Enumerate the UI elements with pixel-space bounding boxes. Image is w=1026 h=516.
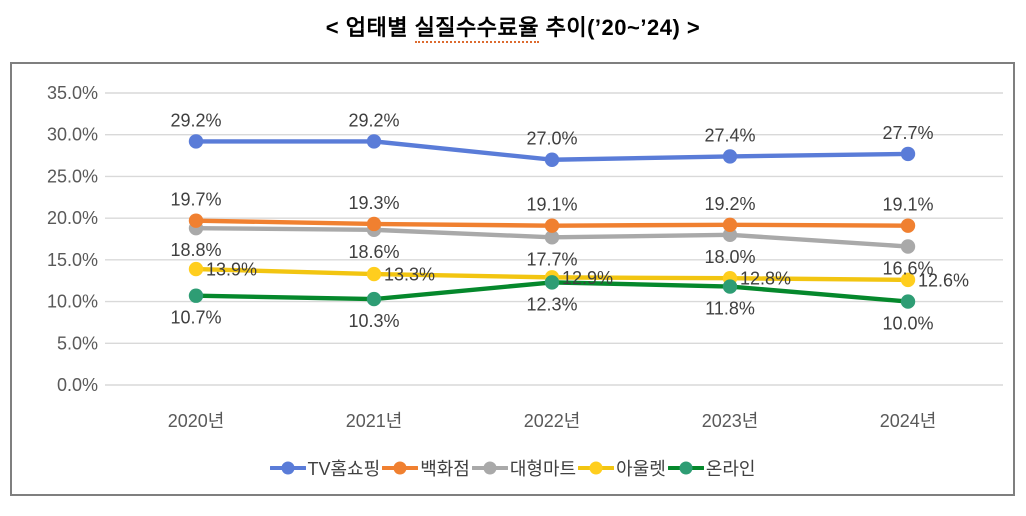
data-point-s1-x1 — [366, 216, 382, 232]
data-label-s2-x4: 16.6% — [882, 259, 933, 279]
data-point-s4-x2 — [544, 275, 560, 290]
chart-title-prefix: < 업태별 — [325, 15, 415, 40]
data-label-s2-x3: 18.0% — [704, 247, 755, 267]
chart-figure: 0.0% 5.0% 10.0% 15.0% 20.0% 25.0% 30.0% 35.0% 18… — [10, 62, 1015, 496]
data-point-s3-x0 — [188, 261, 204, 277]
data-point-s0-x0 — [188, 134, 204, 149]
legend-item-0: TV홈쇼핑 — [269, 455, 381, 481]
y-axis-tick-label: 20.0% — [47, 208, 98, 228]
data-point-s1-x3 — [722, 217, 738, 233]
data-label-s3-x0: 13.9% — [206, 260, 257, 280]
data-label-s0-x1: 29.2% — [348, 110, 399, 130]
data-point-s2-x2 — [544, 230, 560, 245]
legend-label: 온라인 — [705, 459, 756, 479]
x-axis-tick-label: 2023년 — [702, 411, 759, 431]
data-label-s1-x4: 19.1% — [882, 195, 933, 215]
y-axis-tick-label: 15.0% — [47, 250, 98, 270]
data-point-s4-x0 — [188, 288, 204, 303]
legend-item-1: 백화점 — [382, 455, 470, 481]
chart-plot-area: 0.0% 5.0% 10.0% 15.0% 20.0% 25.0% 30.0% 35.0% 18… — [47, 83, 1003, 431]
legend-label: 백화점 — [420, 459, 470, 479]
data-point-s3-x4 — [900, 272, 916, 288]
data-label-s3-x4: 12.6% — [918, 270, 969, 290]
data-label-s0-x0: 29.2% — [170, 110, 221, 130]
data-point-s3-x1 — [366, 266, 382, 282]
legend-label: 아울렛 — [616, 459, 666, 479]
data-point-s0-x4 — [900, 146, 916, 162]
x-axis-tick-label: 2024년 — [880, 411, 937, 431]
data-point-s4-x3 — [722, 279, 738, 294]
data-label-s2-x0: 18.8% — [170, 240, 221, 260]
data-point-s0-x3 — [722, 149, 738, 164]
data-label-s2-x2: 17.7% — [526, 249, 577, 269]
data-point-s1-x2 — [544, 218, 560, 233]
y-axis-tick-label: 10.0% — [47, 292, 98, 312]
legend-label: 대형마트 — [509, 459, 577, 479]
y-axis-tick-label: 30.0% — [47, 125, 98, 145]
legend-line-marker-icon — [382, 461, 419, 475]
y-axis-tick-label: 0.0% — [57, 375, 98, 395]
y-axis-tick-label: 35.0% — [47, 83, 98, 103]
legend-item-3: 아울렛 — [578, 455, 666, 481]
x-axis-tick-label: 2021년 — [346, 411, 403, 431]
y-axis-tick-label: 5.0% — [57, 333, 98, 353]
data-point-s1-x0 — [188, 213, 204, 228]
data-label-s4-x4: 10.0% — [882, 314, 933, 334]
data-label-s0-x2: 27.0% — [526, 129, 577, 149]
data-point-s0-x1 — [366, 134, 382, 149]
data-label-s3-x2: 12.9% — [562, 268, 613, 288]
legend-line-marker-icon — [269, 461, 306, 475]
data-label-s4-x1: 10.3% — [348, 311, 399, 331]
data-label-s0-x3: 27.4% — [704, 125, 755, 145]
data-point-s4-x4 — [900, 294, 916, 309]
data-label-s3-x3: 12.8% — [740, 269, 791, 289]
data-label-s1-x0: 19.7% — [170, 190, 221, 210]
data-label-s1-x3: 19.2% — [704, 194, 755, 214]
data-label-s3-x1: 13.3% — [384, 265, 435, 285]
data-point-s2-x3 — [722, 227, 738, 243]
chart-legend: TV홈쇼핑 백화점 대형마트 아울렛 온라인 — [12, 455, 1013, 481]
chart-title-suffix: 추이(’20~’24) > — [539, 15, 701, 40]
legend-item-4: 온라인 — [667, 455, 756, 481]
chart-title-underlined-segment: 실질수수료율 — [414, 15, 540, 43]
chart-title: < 업태별 실질수수료율 추이(’20~’24) > — [0, 10, 1026, 43]
data-label-s1-x2: 19.1% — [526, 195, 577, 215]
legend-line-marker-icon — [471, 461, 508, 475]
legend-label: TV홈쇼핑 — [307, 459, 381, 479]
legend-line-marker-icon — [667, 461, 704, 475]
y-axis-tick-label: 25.0% — [47, 166, 98, 186]
data-label-s4-x3: 11.8% — [705, 299, 755, 319]
legend-line-marker-icon — [578, 461, 615, 475]
data-label-s0-x4: 27.7% — [882, 123, 933, 143]
legend-item-2: 대형마트 — [471, 455, 577, 481]
x-axis-tick-label: 2022년 — [524, 411, 581, 431]
x-axis-tick-label: 2020년 — [168, 411, 225, 431]
data-label-s2-x1: 18.6% — [348, 242, 399, 262]
data-point-s1-x4 — [900, 218, 916, 233]
data-point-s4-x1 — [366, 291, 382, 307]
data-label-s4-x2: 12.3% — [526, 294, 577, 314]
data-point-s0-x2 — [544, 152, 560, 167]
data-point-s2-x4 — [900, 239, 916, 254]
data-label-s1-x1: 19.3% — [348, 193, 399, 213]
data-label-s4-x0: 10.7% — [170, 308, 221, 328]
